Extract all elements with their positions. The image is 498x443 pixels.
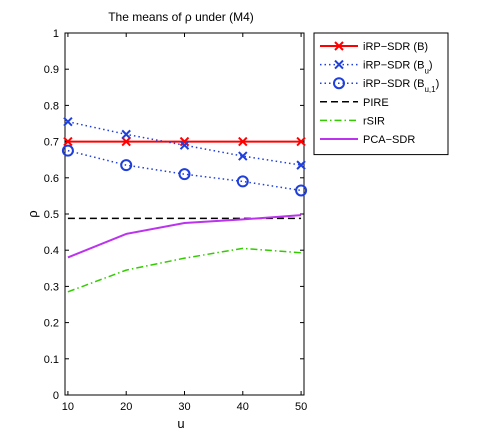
legend-label: iRP−SDR (Bu,1)	[363, 78, 439, 94]
y-tick-label: 0	[53, 390, 59, 402]
data-point	[63, 136, 73, 147]
legend-item: iRP−SDR (Bu,1)	[320, 77, 439, 94]
legend-item: rSIR	[320, 115, 385, 127]
legend-marker	[333, 77, 345, 90]
y-tick-label: 0.5	[44, 209, 59, 221]
x-tick-label: 40	[237, 401, 249, 413]
data-point	[236, 175, 249, 188]
y-tick-label: 0.1	[44, 354, 59, 366]
y-tick-label: 0.9	[44, 64, 59, 76]
data-point	[121, 136, 131, 147]
data-point	[63, 116, 73, 127]
series-4	[67, 247, 302, 293]
y-tick-label: 0.4	[44, 245, 59, 257]
data-point	[179, 140, 190, 150]
legend-item: PCA−SDR	[320, 134, 415, 146]
data-point	[61, 144, 74, 157]
data-point	[179, 136, 190, 147]
x-tick-label: 20	[120, 401, 132, 413]
x-tick-label: 50	[295, 401, 307, 413]
legend-item: iRP−SDR (Bu)	[320, 59, 433, 76]
data-point	[238, 136, 248, 147]
x-axis-label: u	[177, 416, 184, 431]
data-point	[296, 160, 306, 170]
y-tick-label: 0.6	[44, 173, 59, 185]
series-line	[67, 214, 302, 259]
legend-label: PCA−SDR	[363, 134, 415, 146]
series-1	[63, 116, 306, 170]
legend-label: PIRE	[363, 97, 389, 109]
axes: 0 0.1 0.2 0.3 0.4 0.5 0.6 0.7 0.8 0.9 1 10 20 30 40 50	[44, 28, 308, 413]
data-point	[238, 151, 248, 161]
legend-label: rSIR	[363, 115, 385, 127]
legend-item: PIRE	[320, 97, 389, 109]
x-tick-label: 10	[62, 401, 74, 413]
series-2	[61, 144, 308, 197]
legend-label: iRP−SDR (B)	[363, 41, 428, 53]
series-0	[63, 136, 306, 147]
data-point	[120, 159, 133, 172]
y-tick-label: 0.2	[44, 318, 59, 330]
legend-marker	[334, 41, 344, 51]
data-point	[295, 184, 308, 197]
data-point	[296, 136, 306, 147]
legend-box	[313, 32, 449, 156]
legend-item: iRP−SDR (B)	[320, 41, 428, 53]
y-axis-label: ρ	[25, 210, 40, 217]
series-line	[67, 247, 302, 293]
chart-title: The means of ρ under (M4)	[108, 10, 254, 24]
y-tick-label: 0.3	[44, 281, 59, 293]
x-tick-label: 30	[178, 401, 190, 413]
y-tick-label: 1	[53, 28, 59, 40]
y-tick-label: 0.8	[44, 100, 59, 112]
legend-label: iRP−SDR (Bu)	[363, 60, 433, 76]
y-tick-label: 0.7	[44, 137, 59, 149]
series-5	[67, 214, 302, 259]
data-point	[121, 129, 131, 140]
data-point	[178, 168, 191, 181]
legend: iRP−SDR (B) iRP−SDR (Bu) iRP−SDR (Bu,1) PIR…	[313, 32, 449, 156]
series-layer	[61, 116, 308, 293]
legend-marker	[334, 59, 344, 70]
